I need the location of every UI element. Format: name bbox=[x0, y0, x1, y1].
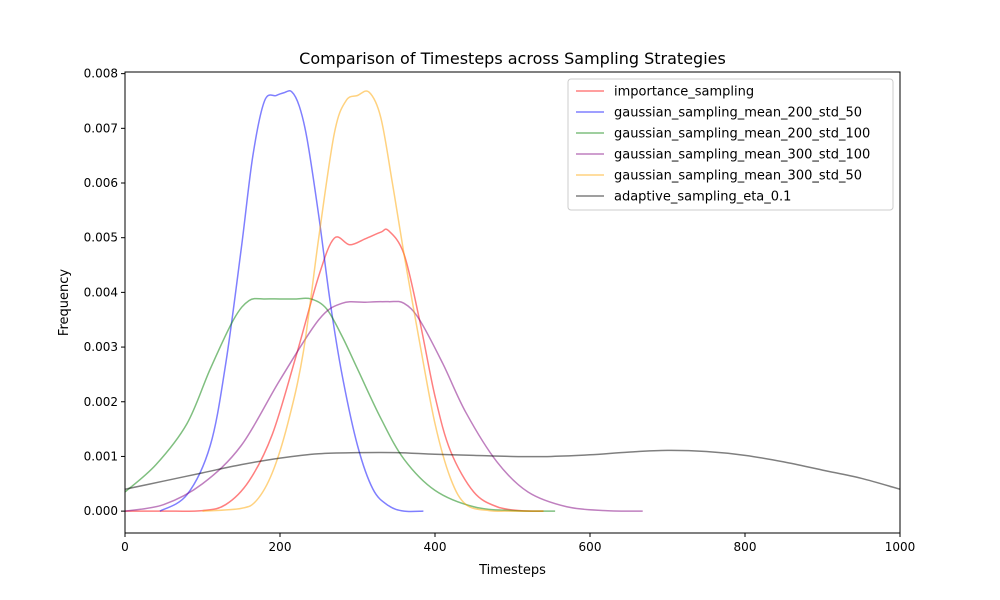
x-tick-label: 0 bbox=[121, 540, 129, 554]
legend-label-5: gaussian_sampling_mean_300_std_50 bbox=[614, 169, 862, 184]
legend: importance_sampling gaussian_sampling_mea… bbox=[567, 78, 894, 211]
series-line-5 bbox=[202, 90, 544, 512]
chart-title: Comparison of Timesteps across Sampling … bbox=[299, 49, 726, 68]
series-line-2 bbox=[159, 90, 424, 513]
series-line-1 bbox=[125, 228, 544, 512]
axes-frame bbox=[124, 71, 901, 534]
legend-label-4: gaussian_sampling_mean_300_std_100 bbox=[614, 148, 870, 163]
y-axis-label: Frequency bbox=[57, 269, 72, 336]
y-tick-label: 0.002 bbox=[84, 395, 118, 409]
legend-box bbox=[567, 78, 894, 211]
legend-label-3: gaussian_sampling_mean_200_std_100 bbox=[614, 127, 870, 142]
plot-area: 0 200 400 600 800 1000 0.0000.0010.0020.0030.… bbox=[84, 67, 916, 554]
series-line-4 bbox=[125, 300, 643, 512]
y-tick-label: 0.003 bbox=[84, 340, 118, 354]
x-axis-label: Timesteps bbox=[478, 563, 546, 578]
legend-label-2: gaussian_sampling_mean_200_std_50 bbox=[614, 106, 862, 121]
x-tick-label: 1000 bbox=[885, 540, 916, 554]
x-tick-label: 200 bbox=[269, 540, 292, 554]
y-tick-label: 0.000 bbox=[84, 504, 118, 518]
y-tick-label: 0.001 bbox=[84, 449, 118, 463]
y-tick-label: 0.007 bbox=[84, 121, 118, 135]
legend-label-1: importance_sampling bbox=[614, 85, 754, 100]
x-tick-label: 800 bbox=[734, 540, 757, 554]
legend-items: importance_sampling gaussian_sampling_mea… bbox=[576, 85, 870, 205]
series-lines bbox=[125, 90, 900, 513]
x-tick-label: 400 bbox=[424, 540, 447, 554]
y-tick-label: 0.004 bbox=[84, 285, 118, 299]
series-line-6 bbox=[125, 449, 900, 490]
y-tick-label: 0.006 bbox=[84, 176, 118, 190]
y-tick-label: 0.005 bbox=[84, 231, 118, 245]
y-axis-ticks: 0.000 0.001 0.002 0.003 0.004 0.005 0.006 0.007… bbox=[84, 67, 125, 518]
legend-label-6: adaptive_sampling_eta_0.1 bbox=[614, 190, 791, 205]
x-tick-label: 600 bbox=[579, 540, 602, 554]
y-tick-label: 0.008 bbox=[84, 67, 118, 81]
x-axis-ticks: 0 200 400 600 800 1000 bbox=[121, 533, 915, 554]
